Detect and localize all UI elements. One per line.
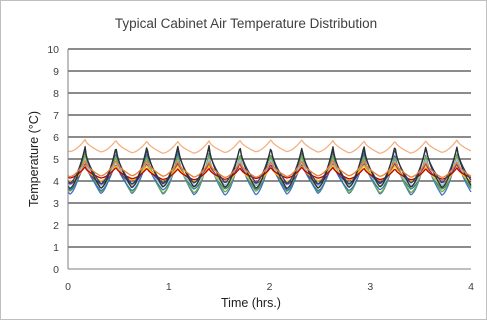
series-line-11 (67, 144, 472, 190)
y-tick-label-5: 5 (53, 154, 59, 166)
plot-series (67, 138, 472, 196)
x-tick-label-4: 4 (468, 281, 474, 293)
y-tick-label-7: 7 (53, 110, 59, 122)
y-tick-label-0: 0 (53, 264, 59, 276)
x-axis-title: Time (hrs.) (221, 296, 281, 310)
y-tick-label-8: 8 (53, 88, 59, 100)
series-line-13 (67, 138, 472, 154)
x-tick-label-0: 0 (65, 281, 71, 293)
x-tick-label-1: 1 (166, 281, 172, 293)
y-tick-label-4: 4 (53, 176, 59, 188)
y-tick-label-10: 10 (47, 44, 59, 56)
x-tick-labels: 0 1 2 3 4 (65, 281, 474, 293)
chart-title: Typical Cabinet Air Temperature Distribu… (115, 16, 377, 31)
y-tick-label-3: 3 (53, 198, 59, 210)
series-line-12 (67, 159, 472, 179)
y-tick-labels: 0 1 2 3 4 5 6 7 8 9 10 (47, 44, 59, 276)
x-tick-label-2: 2 (267, 281, 273, 293)
y-tick-label-6: 6 (53, 132, 59, 144)
gridlines (68, 48, 471, 248)
y-axis-title: Temperature (°C) (27, 111, 41, 207)
series-line-2 (67, 153, 472, 194)
y-tick-label-9: 9 (53, 66, 59, 78)
x-tick-label-3: 3 (367, 281, 373, 293)
series-line-9 (67, 166, 472, 181)
y-tick-label-1: 1 (53, 242, 59, 254)
y-tick-label-2: 2 (53, 220, 59, 232)
